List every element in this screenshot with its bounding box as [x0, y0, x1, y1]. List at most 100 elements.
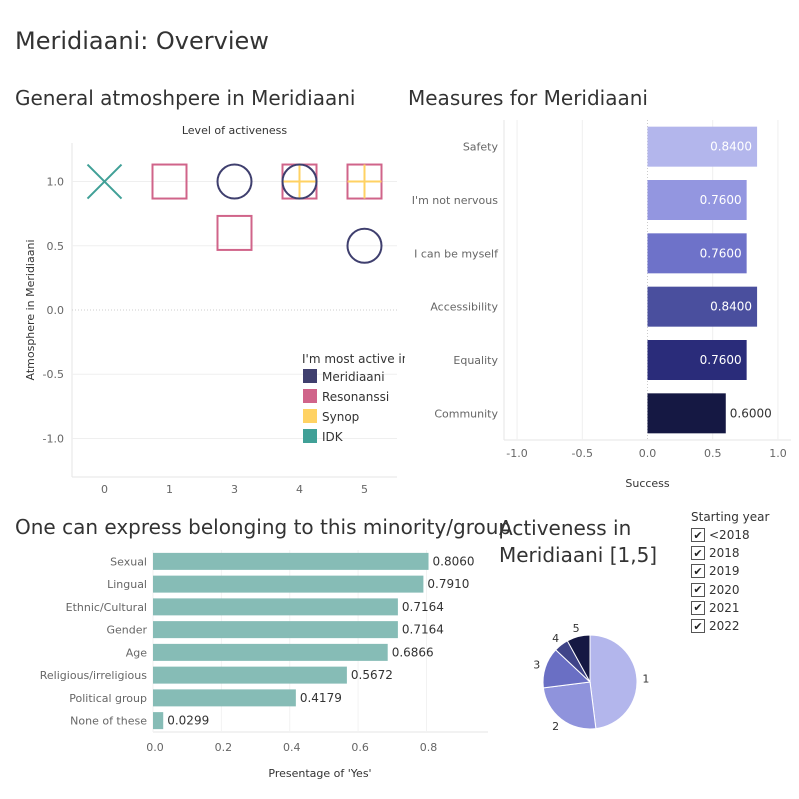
filter-list: ✔ <2018 ✔ 2018 ✔ 2019 ✔ 2020 ✔ 2021 ✔ 2022 — [691, 526, 791, 635]
measures-x-tick-label: 0.5 — [704, 447, 722, 460]
scatter-chart: 1.0 0.5 0.0 -0.5 -1.0 0 1 3 4 5 Level of activenes… — [24, 124, 405, 496]
belonging-chart: 0.0 0.2 0.4 0.6 0.8 Sexual 0.8060 Lingual 0.7910… — [40, 550, 488, 780]
scatter-point-circle — [216, 163, 253, 200]
measures-x-tick-label: -0.5 — [572, 447, 593, 460]
checkbox-icon[interactable]: ✔ — [691, 619, 705, 634]
measures-category-label: I'm not nervous — [412, 194, 498, 207]
measures-title: Measures for Meridiaani — [408, 86, 648, 110]
scatter-title: General atmoshpere in Meridiaani — [15, 86, 356, 110]
belonging-category-label: Gender — [106, 624, 147, 637]
belonging-bar — [153, 666, 347, 684]
activeness-pie-title: Activeness in Meridiaani [1,5] — [499, 516, 658, 567]
filter-item[interactable]: ✔ 2018 — [691, 544, 791, 562]
legend-title: I'm most active in — [302, 352, 405, 366]
belonging-category-label: Religious/irreligious — [40, 669, 147, 682]
pie-slice-label: 2 — [552, 720, 559, 733]
belonging-x-tick-label: 0.6 — [351, 741, 369, 754]
page-title: Meridiaani: Overview — [15, 27, 269, 55]
filter-item[interactable]: ✔ 2022 — [691, 617, 791, 635]
belonging-value-label: 0.7164 — [402, 623, 444, 637]
belonging-x-tick-label: 0.8 — [420, 741, 438, 754]
measures-value-label: 0.8400 — [710, 300, 752, 314]
scatter-x-tick-label: 5 — [361, 483, 368, 496]
checkbox-icon[interactable]: ✔ — [691, 528, 705, 543]
scatter-point-square — [151, 163, 188, 200]
measures-x-tick-label: 1.0 — [769, 447, 787, 460]
pie-slice-label: 1 — [642, 672, 649, 685]
scatter-y-tick-label: -1.0 — [43, 432, 64, 445]
measures-category-label: Community — [434, 407, 498, 420]
legend-item-label: Meridiaani — [322, 370, 385, 384]
measures-category-label: I can be myself — [414, 247, 499, 260]
legend-item-label: IDK — [322, 430, 344, 444]
scatter-x-tick-label: 0 — [101, 483, 108, 496]
filter-item[interactable]: ✔ 2020 — [691, 581, 791, 599]
belonging-bar — [153, 712, 164, 730]
pie-slice-label: 3 — [533, 659, 540, 672]
measures-x-axis-label: Success — [625, 477, 670, 490]
filter-item-label: 2020 — [709, 582, 740, 597]
scatter-y-tick-label: -0.5 — [43, 368, 64, 381]
belonging-bar — [153, 643, 388, 661]
belonging-category-label: None of these — [70, 715, 147, 728]
belonging-x-tick-label: 0.4 — [283, 741, 301, 754]
legend-item-label: Resonanssi — [322, 390, 389, 404]
filter-item[interactable]: ✔ 2019 — [691, 562, 791, 580]
belonging-value-label: 0.6866 — [392, 645, 434, 659]
belonging-x-axis-label: Presentage of 'Yes' — [268, 767, 371, 780]
belonging-category-label: Lingual — [107, 578, 147, 591]
activeness-pie-chart: 1 2 3 4 5 — [533, 622, 649, 733]
legend-swatch-synop — [303, 409, 317, 423]
scatter-point-plus — [347, 164, 382, 199]
filter-item-label: 2022 — [709, 619, 740, 634]
measures-category-label: Accessibility — [430, 301, 498, 314]
legend-swatch-resonanssi — [303, 389, 317, 403]
belonging-x-tick-label: 0.2 — [215, 741, 233, 754]
belonging-category-label: Political group — [69, 692, 147, 705]
measures-bar — [647, 286, 758, 327]
filter-title: Starting year — [691, 510, 770, 524]
pie-slice — [589, 634, 638, 730]
scatter-point-square — [216, 214, 253, 251]
scatter-x-tick-label: 1 — [166, 483, 173, 496]
belonging-category-label: Age — [126, 646, 148, 659]
filter-item[interactable]: ✔ <2018 — [691, 526, 791, 544]
filter-item-label: <2018 — [709, 528, 750, 543]
legend-swatch-meridiaani — [303, 369, 317, 383]
scatter-x-tick-label: 4 — [296, 483, 303, 496]
filter-item[interactable]: ✔ 2021 — [691, 599, 791, 617]
scatter-x-tick-label: 3 — [231, 483, 238, 496]
scatter-point-circle — [346, 227, 383, 264]
measures-bar — [647, 393, 726, 434]
checkbox-icon[interactable]: ✔ — [691, 564, 705, 579]
belonging-bar — [153, 621, 398, 639]
scatter-y-axis-label: Atmosphere in Meridiaani — [24, 240, 37, 381]
pie-slice — [566, 634, 591, 683]
pie-slice — [542, 681, 597, 730]
belonging-value-label: 0.8060 — [433, 554, 475, 568]
belonging-bar — [153, 689, 296, 707]
measures-bar — [647, 126, 758, 167]
scatter-legend: I'm most active in Meridiaani Resonanssi Sy… — [302, 352, 405, 444]
filter-item-label: 2018 — [709, 546, 740, 561]
belonging-value-label: 0.7164 — [402, 600, 444, 614]
belonging-category-label: Ethnic/Cultural — [66, 601, 147, 614]
scatter-y-tick-label: 0.5 — [47, 240, 65, 253]
belonging-bar — [153, 598, 398, 616]
belonging-category-label: Sexual — [110, 555, 147, 568]
filter-item-label: 2019 — [709, 564, 740, 579]
checkbox-icon[interactable]: ✔ — [691, 546, 705, 561]
measures-value-label: 0.8400 — [710, 140, 752, 154]
measures-bar — [647, 233, 747, 274]
measures-value-label: 0.6000 — [730, 406, 772, 420]
filter-item-label: 2021 — [709, 600, 740, 615]
belonging-bar — [153, 575, 424, 593]
scatter-y-tick-label: 0.0 — [47, 304, 65, 317]
legend-item-label: Synop — [322, 410, 359, 424]
belonging-value-label: 0.0299 — [167, 714, 209, 728]
checkbox-icon[interactable]: ✔ — [691, 600, 705, 615]
scatter-y-tick-label: 1.0 — [47, 176, 65, 189]
scatter-point-cross — [86, 163, 123, 200]
checkbox-icon[interactable]: ✔ — [691, 582, 705, 597]
pie-slice-label: 4 — [552, 632, 559, 645]
